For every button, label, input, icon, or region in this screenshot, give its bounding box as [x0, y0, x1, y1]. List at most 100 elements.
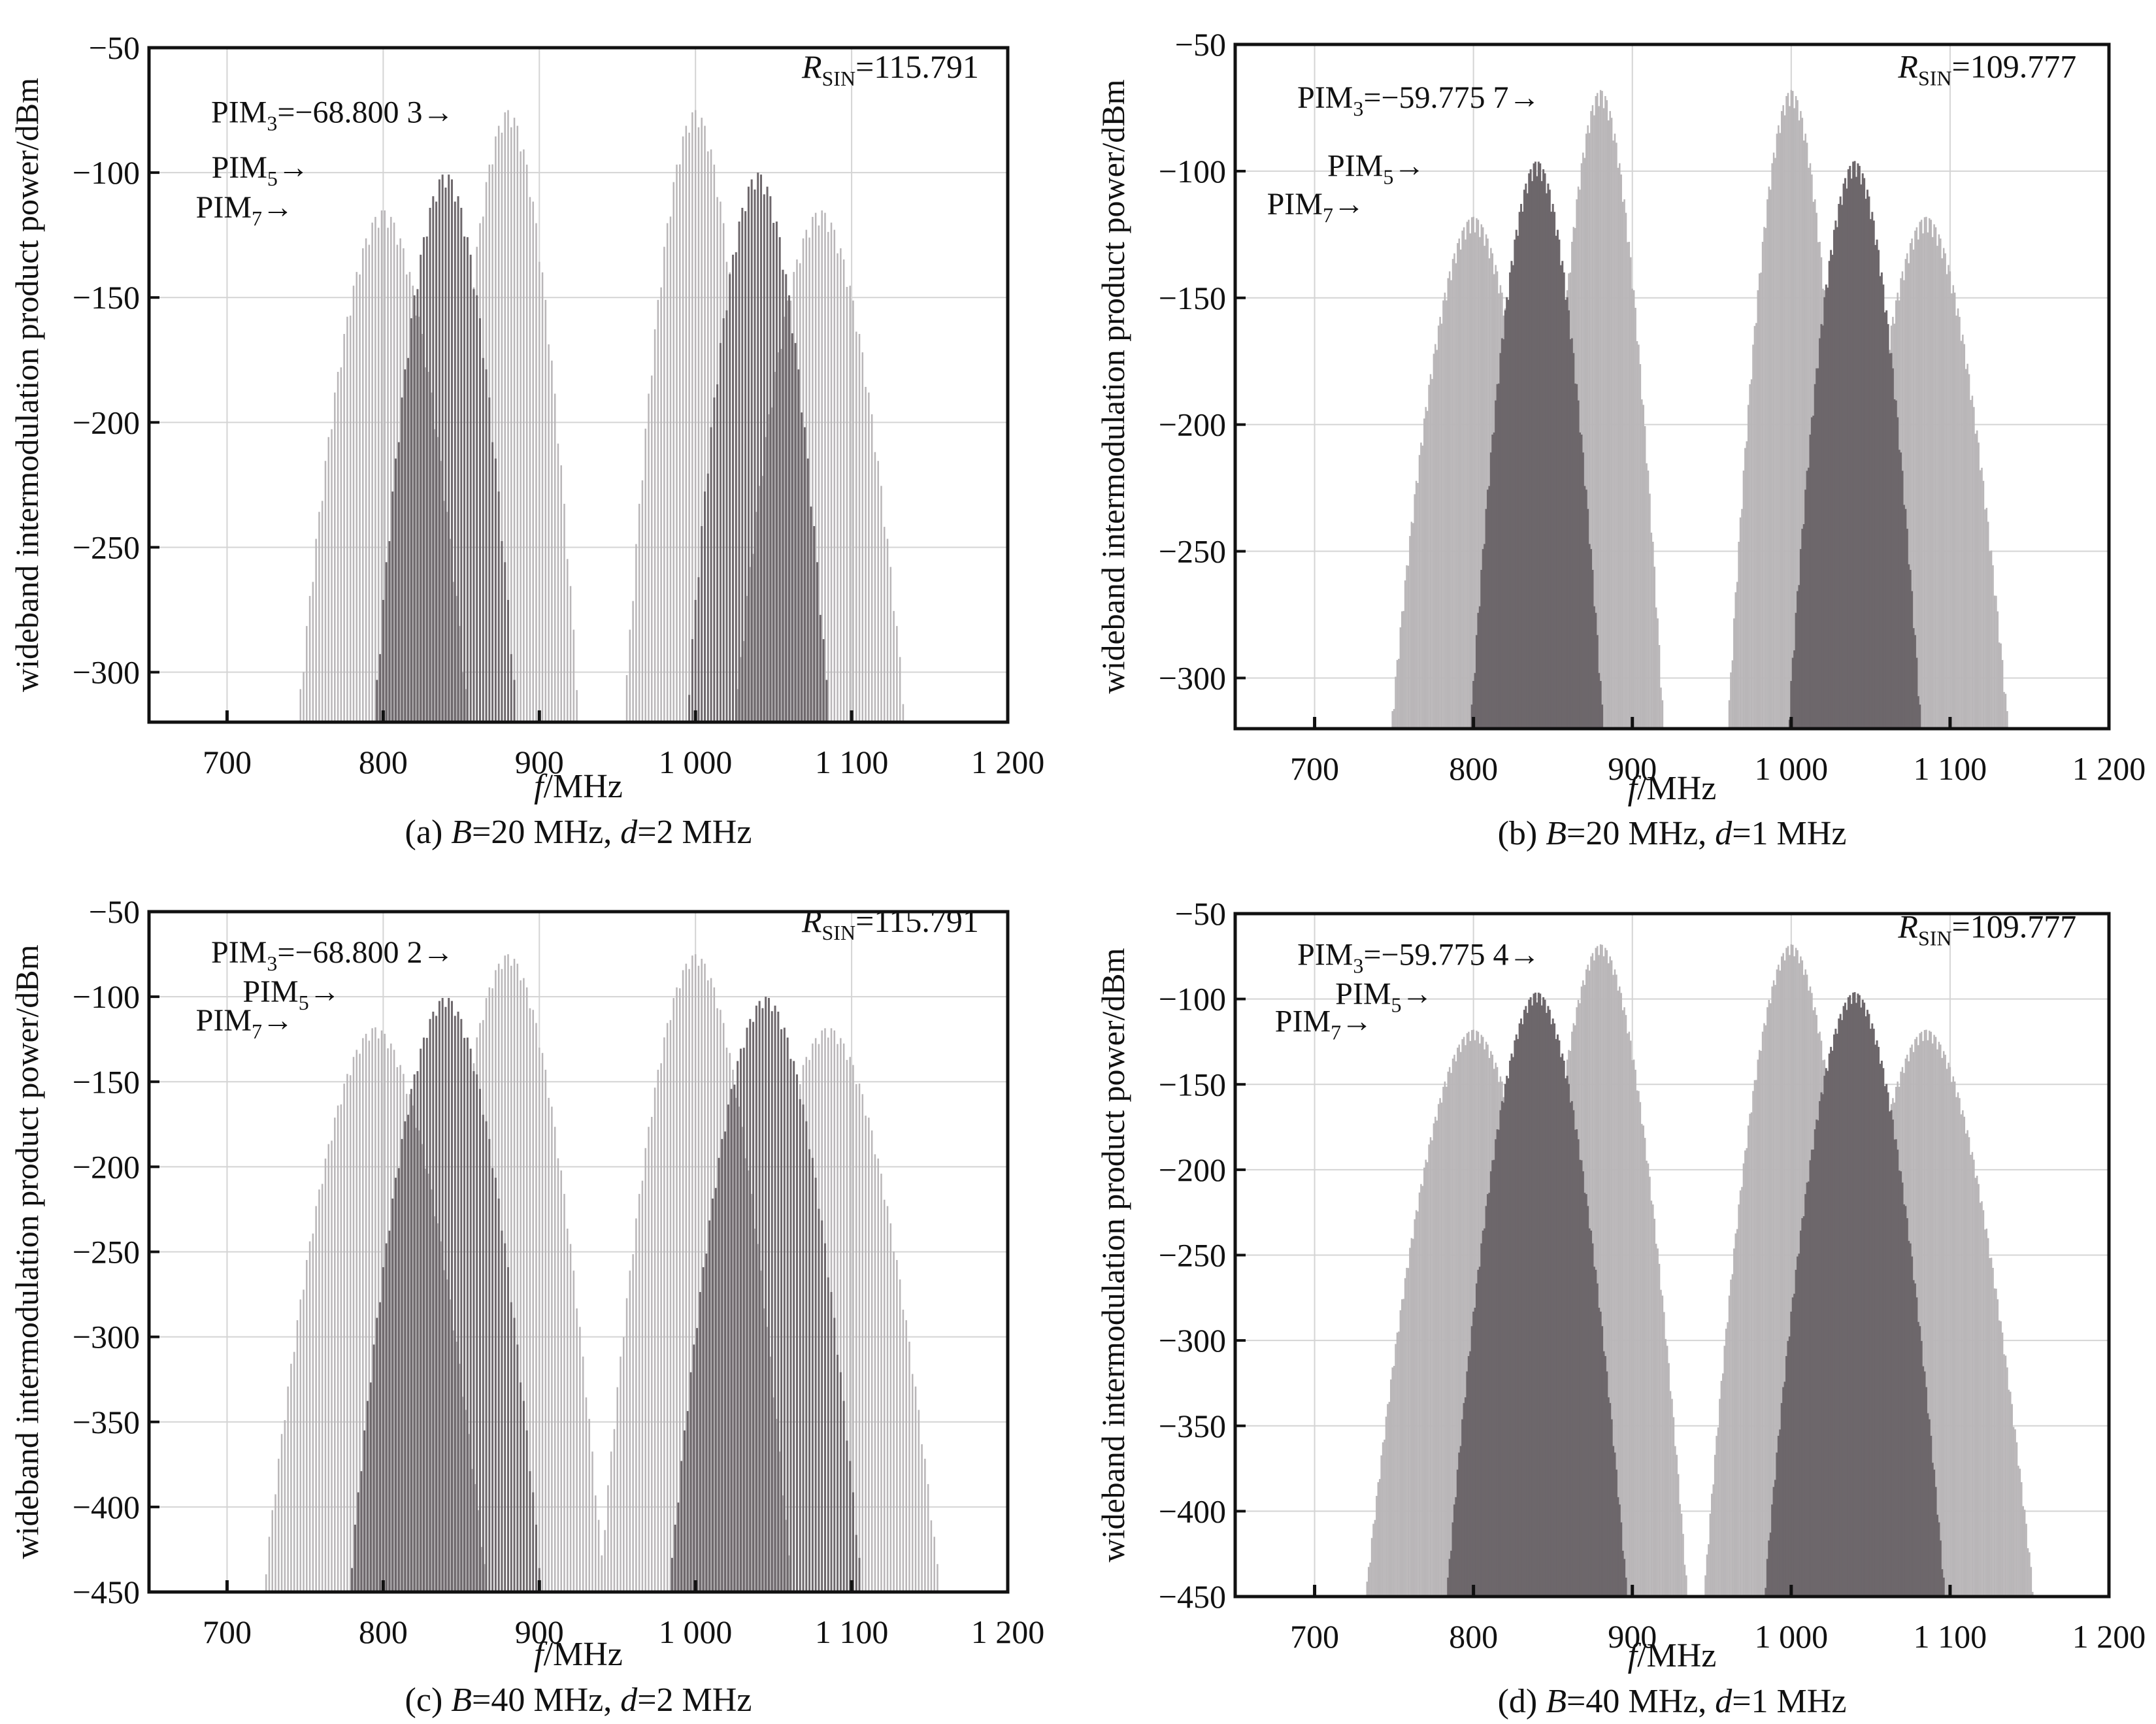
annotation-rsin: RSIN=115.791	[801, 903, 979, 944]
y-tick-label: −250	[73, 1234, 140, 1270]
y-tick-label: −250	[1159, 533, 1226, 570]
series-pim7-light	[1391, 216, 1555, 729]
x-axis-label: f/MHz	[1628, 1637, 1717, 1674]
x-tick-label: 1 000	[1755, 750, 1829, 787]
x-tick-label: 1 100	[1914, 750, 1987, 787]
y-tick-label: −100	[1159, 981, 1226, 1018]
x-tick-label: 800	[1449, 750, 1498, 787]
series-pim5-dark	[1470, 161, 1604, 729]
y-tick-label: −200	[1159, 406, 1226, 443]
y-tick-label: −200	[73, 1148, 140, 1185]
x-tick-label: 700	[1290, 1618, 1339, 1655]
panel-caption: (c) B=40 MHz, d=2 MHz	[405, 1682, 752, 1719]
series-pim3-light	[601, 954, 790, 1592]
x-tick-label: 1 200	[2072, 750, 2146, 787]
y-axis-label: wideband intermodulation product power/d…	[1095, 948, 1131, 1562]
y-tick-label: −300	[1159, 1322, 1226, 1359]
panel-caption: (d) B=40 MHz, d=1 MHz	[1498, 1683, 1847, 1720]
series-pim7-light	[299, 210, 467, 722]
series-pim5-dark	[1765, 992, 1945, 1597]
y-tick-label: −300	[1159, 659, 1226, 696]
panel-b: 700 800 900 1 000 1 100 1 200 −50 −100 −150 −200 −…	[1095, 26, 2146, 852]
series-pim5-dark	[1447, 992, 1627, 1597]
y-tick-label: −150	[1159, 280, 1226, 316]
y-tick-label: −50	[1175, 895, 1226, 932]
x-tick-label: 700	[1290, 750, 1339, 787]
y-tick-label: −200	[1159, 1152, 1226, 1188]
bars	[1391, 90, 2008, 729]
bars	[1366, 944, 2034, 1597]
x-tick-label: 700	[203, 1614, 252, 1650]
y-tick-label: −350	[73, 1404, 140, 1440]
y-tick-label: −50	[89, 893, 140, 930]
y-tick-label: −150	[73, 279, 140, 316]
bars	[265, 954, 938, 1592]
annotation-pim7: PIM7→	[196, 1003, 293, 1043]
y-axis-label: wideband intermodulation product power/d…	[8, 78, 45, 692]
x-tick-label: 900	[515, 744, 564, 780]
annotation-pim7: PIM7→	[1267, 187, 1365, 227]
x-tick-label: 1 000	[659, 1614, 733, 1650]
y-tick-label: −100	[73, 154, 140, 191]
series-pim7-light	[737, 210, 904, 722]
bars	[299, 110, 904, 722]
panel-caption: (b) B=20 MHz, d=1 MHz	[1498, 815, 1847, 852]
y-tick-label: −250	[1159, 1237, 1226, 1274]
y-tick-label: −450	[1159, 1578, 1226, 1615]
annotation-pim5: PIM5→	[242, 974, 340, 1014]
annotation-pim3: PIM3=−59.775 4→	[1297, 937, 1540, 977]
series-pim5-dark	[688, 173, 828, 722]
annotation-pim7: PIM7→	[1275, 1004, 1372, 1044]
y-tick-label: −350	[1159, 1408, 1226, 1444]
panel-caption: (a) B=20 MHz, d=2 MHz	[405, 814, 752, 851]
x-tick-label: 1 100	[815, 744, 889, 780]
y-tick-label: −150	[1159, 1066, 1226, 1102]
annotation-pim3: PIM3=−68.800 2→	[211, 935, 454, 975]
x-tick-label: 800	[359, 1614, 408, 1650]
x-tick-label: 800	[359, 744, 408, 780]
axes-frame	[1233, 42, 2111, 731]
annotation-rsin: RSIN=109.777	[1897, 908, 2076, 950]
y-axis-label: wideband intermodulation product power/d…	[8, 944, 45, 1559]
y-tick-label: −400	[1159, 1493, 1226, 1529]
x-tick-label: 700	[203, 744, 252, 780]
y-axis-label: wideband intermodulation product power/d…	[1095, 79, 1131, 693]
x-tick-label: 1 200	[971, 744, 1045, 780]
x-tick-label: 800	[1449, 1618, 1498, 1655]
annotation-pim5: PIM5→	[1335, 976, 1433, 1016]
y-tick-label: −50	[89, 29, 140, 66]
annotation-pim5: PIM5→	[1327, 149, 1425, 189]
y-tick-label: −450	[73, 1574, 140, 1610]
y-tick-label: −300	[73, 1319, 140, 1355]
x-tick-label: 900	[1608, 1618, 1657, 1655]
y-tick-label: −400	[73, 1489, 140, 1525]
y-tick-label: −150	[73, 1063, 140, 1100]
x-tick-label: 1 000	[1755, 1618, 1829, 1655]
series-pim7-light	[265, 1027, 486, 1592]
series-pim5-dark	[671, 997, 861, 1592]
x-tick-label: 900	[1608, 750, 1657, 787]
annotation-pim5: PIM5→	[212, 150, 309, 190]
x-tick-label: 1 200	[971, 1614, 1045, 1650]
x-tick-label: 1 000	[659, 744, 733, 780]
y-tick-label: −100	[1159, 153, 1226, 190]
annotation-pim7: PIM7→	[196, 190, 293, 230]
annotation-pim3: PIM3=−59.775 7→	[1297, 80, 1540, 120]
x-axis-label: f/MHz	[1628, 770, 1717, 807]
annotation-rsin: RSIN=109.777	[1897, 48, 2076, 90]
axes-frame	[147, 46, 1010, 724]
y-tick-label: −250	[73, 529, 140, 565]
x-axis-label: f/MHz	[534, 1636, 623, 1673]
x-tick-label: 900	[515, 1614, 564, 1650]
y-tick-label: −200	[73, 404, 140, 440]
x-tick-label: 1 200	[2072, 1618, 2146, 1655]
panel-c: 700 800 900 1 000 1 100 1 200 −50 −100 −150 −200 −…	[8, 893, 1044, 1719]
panel-a: 700 800 900 1 000 1 100 1 200 −50 −100 −150 −200 −…	[8, 29, 1044, 851]
y-tick-label: −300	[73, 654, 140, 691]
annotation-rsin: RSIN=115.791	[801, 48, 979, 90]
y-tick-label: −50	[1175, 26, 1226, 63]
annotation-pim3: PIM3=−68.800 3→	[211, 95, 454, 135]
series-pim5-dark	[351, 998, 540, 1592]
x-tick-label: 1 100	[1914, 1618, 1987, 1655]
